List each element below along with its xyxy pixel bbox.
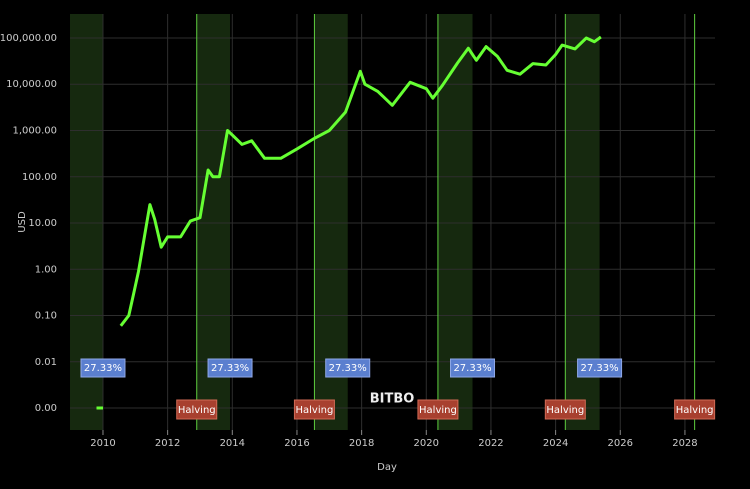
y-tick-label: 1,000.00 [12,125,57,136]
y-tick-label: 10.00 [28,218,57,229]
halving-label-box [674,399,716,420]
y-tick-label: 10,000.00 [6,79,57,90]
x-tick-label: 2016 [284,438,309,449]
x-tick-label: 2010 [90,438,115,449]
halving-label-box [417,399,459,420]
x-tick-label: 2020 [414,438,439,449]
band-label: 27.33% [329,363,367,374]
y-tick-label: 100,000.00 [0,33,57,44]
y-tick-label: 0.01 [35,357,57,368]
x-tick-label: 2018 [349,438,374,449]
x-tick-label: 2024 [543,438,568,449]
halving-label: Halving [296,405,334,416]
price-line [96,35,602,410]
plot-over: 0.00 0.01 0.10 1.00 10.00 100.00 1,000.00 10,00… [0,33,716,449]
y-tick-label: 0.00 [35,403,57,414]
band-label-box [325,358,371,378]
band-label: 27.33% [581,363,619,374]
band-label-box [450,358,496,378]
band-label-box [577,358,623,378]
x-tick-label: 2026 [608,438,633,449]
halving-label-box [544,399,586,420]
halving-label: Halving [178,405,216,416]
x-tick-label: 2028 [672,438,697,449]
halving-label-box [176,399,218,420]
band-label: 27.33% [211,363,249,374]
x-tick-label: 2022 [478,438,503,449]
watermark: BITBO [370,392,415,407]
y-tick-label: 1.00 [35,264,57,275]
halving-label: Halving [419,405,457,416]
halving-label: Halving [546,405,584,416]
halving-label-box [293,399,335,420]
band-label-box [80,358,126,378]
y-tick-label: 0.10 [35,311,57,322]
y-axis-label: USD [17,211,28,233]
x-tick-label: 2014 [220,438,245,449]
band-label-box [207,358,253,378]
halving-label: Halving [676,405,714,416]
band-label: 27.33% [84,363,122,374]
x-tick-label: 2012 [155,438,180,449]
x-axis-label: Day [377,462,397,473]
y-tick-label: 100.00 [22,172,57,183]
band-label: 27.33% [453,363,491,374]
